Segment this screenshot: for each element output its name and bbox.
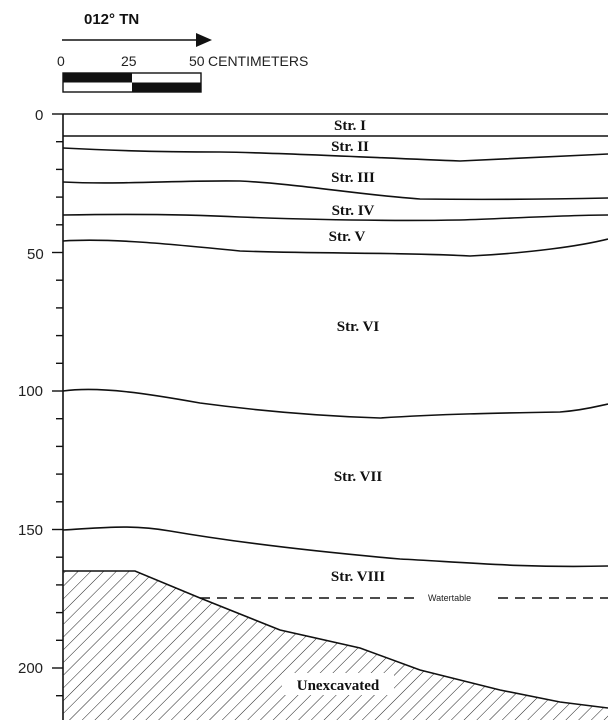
- north-arrow-label: 012° TN: [84, 11, 139, 28]
- depth-tick-label: 100: [18, 383, 43, 400]
- scale-unit-label: CENTIMETERS: [208, 53, 308, 69]
- stratum-label-iii: Str. III: [331, 170, 375, 186]
- depth-axis: 0 50 100 150 200: [18, 107, 64, 720]
- depth-tick-label: 200: [18, 660, 43, 677]
- boundary-str-vii-viii: [62, 526, 608, 568]
- stratum-label-iv: Str. IV: [332, 203, 375, 219]
- north-arrow: 012° TN: [62, 11, 212, 47]
- depth-tick-label: 0: [35, 107, 43, 124]
- scale-bar-segment: [132, 82, 201, 92]
- boundary-str-iii-iv: [62, 180, 608, 201]
- scale-bar: 0 25 50 CENTIMETERS: [57, 53, 308, 93]
- boundary-str-ii-iii: [62, 147, 608, 162]
- stratum-label-ii: Str. II: [331, 139, 369, 155]
- scale-label-25: 25: [121, 53, 137, 69]
- north-arrow-head-icon: [196, 33, 212, 47]
- depth-tick-label: 50: [27, 246, 44, 263]
- boundary-str-iv-v: [62, 213, 608, 222]
- unexcavated-label: Unexcavated: [297, 678, 380, 694]
- depth-ticks: [52, 113, 63, 697]
- boundary-str-v-vi: [62, 238, 608, 257]
- watertable-label: Watertable: [428, 593, 471, 603]
- boundary-str-vi-vii: [62, 388, 608, 419]
- depth-tick-label: 150: [18, 522, 43, 539]
- unexcavated-area: [63, 571, 608, 720]
- scale-bar-segment: [63, 73, 132, 83]
- stratum-label-viii: Str. VIII: [331, 569, 385, 585]
- stratum-label-vi: Str. VI: [337, 319, 380, 335]
- unexcavated-label-bg: [282, 673, 394, 695]
- stratum-label-v: Str. V: [329, 229, 366, 245]
- stratum-label-i: Str. I: [334, 118, 366, 134]
- scale-label-50: 50: [189, 53, 205, 69]
- scale-label-0: 0: [57, 53, 65, 69]
- stratum-label-vii: Str. VII: [334, 469, 383, 485]
- unexcavated-boundary: [63, 570, 608, 709]
